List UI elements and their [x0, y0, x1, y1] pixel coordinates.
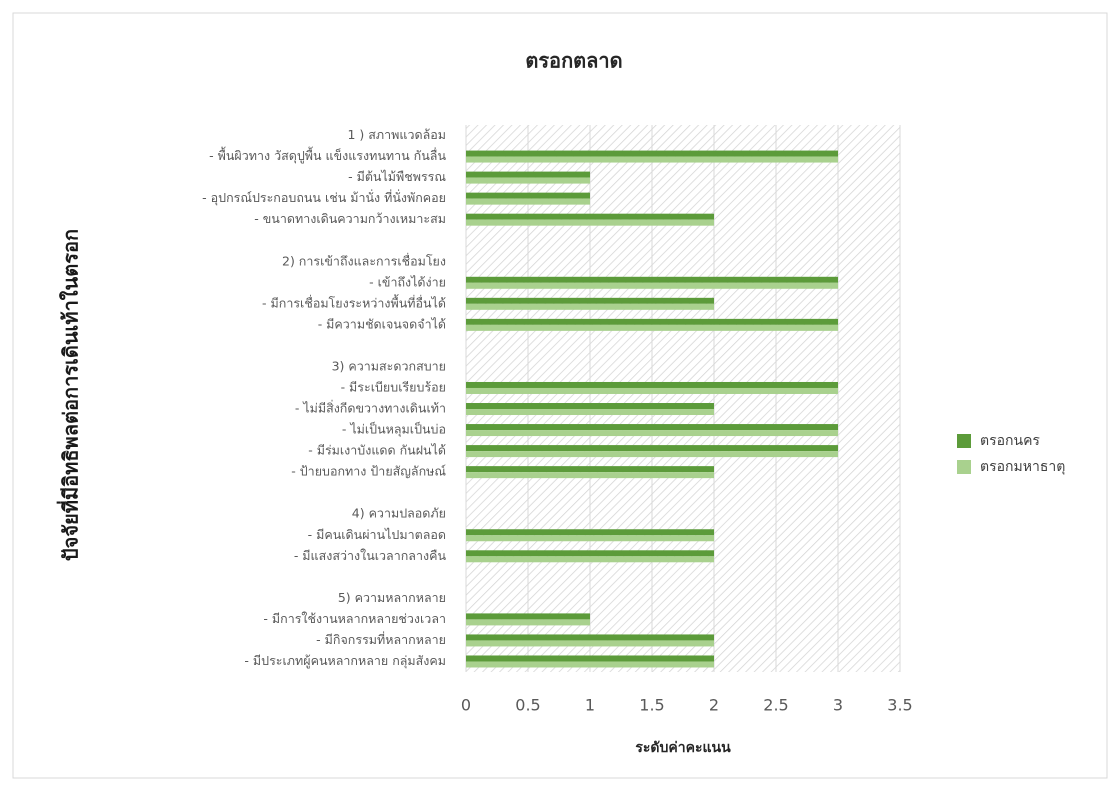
y-tick-label: - อุปกรณ์ประกอบถนน เช่น ม้านั่ง ที่นั่งพ…: [202, 189, 446, 206]
bar: [466, 640, 714, 647]
y-tick-label: 1 ) สภาพแวดล้อม: [347, 127, 446, 142]
bar: [466, 403, 714, 410]
bar: [466, 424, 838, 431]
x-tick-label: 2.5: [763, 696, 788, 715]
y-tick-label: 3) ความสะดวกสบาย: [332, 358, 446, 373]
bar: [466, 556, 714, 563]
x-tick-label: 3: [833, 696, 843, 715]
y-axis-title: ปัจจัยที่มีอิทธิพลต่อการเดินเท้าในตรอก: [56, 229, 83, 561]
y-tick-label: - ป้ายบอกทาง ป้ายสัญลักษณ์: [291, 464, 446, 479]
x-tick-label: 1.5: [639, 696, 664, 715]
y-tick-label: - ไม่มีสิ่งกีดขวางทางเดินเท้า: [295, 400, 446, 416]
bar: [466, 472, 714, 479]
bar: [466, 451, 838, 458]
bar: [466, 613, 590, 620]
bar: [466, 177, 590, 184]
legend-swatch: [957, 434, 971, 448]
x-tick-label: 0.5: [515, 696, 540, 715]
x-tick-label: 2: [709, 696, 719, 715]
bar: [466, 324, 838, 331]
bar: [466, 430, 838, 437]
bar: [466, 535, 714, 542]
y-tick-label: - มีต้นไม้พืชพรรณ: [348, 169, 446, 184]
y-tick-label: - มีความชัดเจนจดจำได้: [318, 316, 446, 331]
legend-label: ตรอกนคร: [980, 433, 1040, 449]
bar: [466, 318, 838, 325]
y-tick-label: 4) ความปลอดภัย: [352, 506, 446, 521]
y-tick-label: - มีร่มเงาบังแดด กันฝนได้: [308, 443, 446, 458]
y-tick-label: - มีคนเดินผ่านไปมาตลอด: [308, 527, 446, 542]
y-tick-label: - ไม่เป็นหลุมเป็นบ่อ: [342, 422, 446, 438]
y-tick-label: - มีประเภทผู้คนหลากหลาย กลุ่มสังคม: [244, 653, 446, 669]
y-tick-label: - พื้นผิวทาง วัสดุปูพื้น แข็งแรงทนทาน กั…: [209, 146, 446, 164]
y-tick-label: - เข้าถึงได้ง่าย: [369, 274, 446, 289]
legend-label: ตรอกมหาธาตุ: [980, 459, 1065, 475]
x-tick-label: 1: [585, 696, 595, 715]
bar: [466, 219, 714, 226]
chart-title: ตรอกตลาด: [525, 49, 622, 73]
y-tick-label: - มีกิจกรรมที่หลากหลาย: [316, 631, 446, 647]
bar: [466, 381, 838, 388]
bar: [466, 213, 714, 220]
x-tick-label: 0: [461, 696, 471, 715]
y-tick-label: - มีระเบียบเรียบร้อย: [341, 379, 446, 394]
bar: [466, 297, 714, 304]
bar: [466, 529, 714, 536]
bar: [466, 303, 714, 310]
bar: [466, 198, 590, 205]
bar: [466, 409, 714, 416]
bar: [466, 661, 714, 668]
y-tick-label: - มีการเชื่อมโยงระหว่างพื้นที่อื่นได้: [262, 293, 446, 310]
bar: [466, 192, 590, 199]
bar: [466, 445, 838, 452]
x-axis-title: ระดับค่าคะแนน: [635, 740, 731, 756]
bar: [466, 655, 714, 662]
bar: [466, 619, 590, 626]
bar: [466, 171, 590, 178]
bar: [466, 550, 714, 557]
bar: [466, 387, 838, 394]
plot-area: [466, 125, 900, 672]
legend-swatch: [957, 460, 971, 474]
bar: [466, 156, 838, 163]
bar: [466, 466, 714, 473]
bar: [466, 634, 714, 641]
bar: [466, 282, 838, 289]
bar: [466, 150, 838, 157]
y-tick-label: 5) ความหลากหลาย: [338, 590, 446, 605]
y-tick-label: 2) การเข้าถึงและการเชื่อมโยง: [282, 252, 446, 268]
y-tick-label: - มีแสงสว่างในเวลากลางคืน: [294, 548, 447, 563]
y-tick-label: - มีการใช้งานหลากหลายช่วงเวลา: [263, 611, 446, 626]
x-tick-label: 3.5: [887, 696, 912, 715]
y-tick-label: - ขนาดทางเดินความกว้างเหมาะสม: [254, 211, 446, 226]
bar: [466, 276, 838, 283]
